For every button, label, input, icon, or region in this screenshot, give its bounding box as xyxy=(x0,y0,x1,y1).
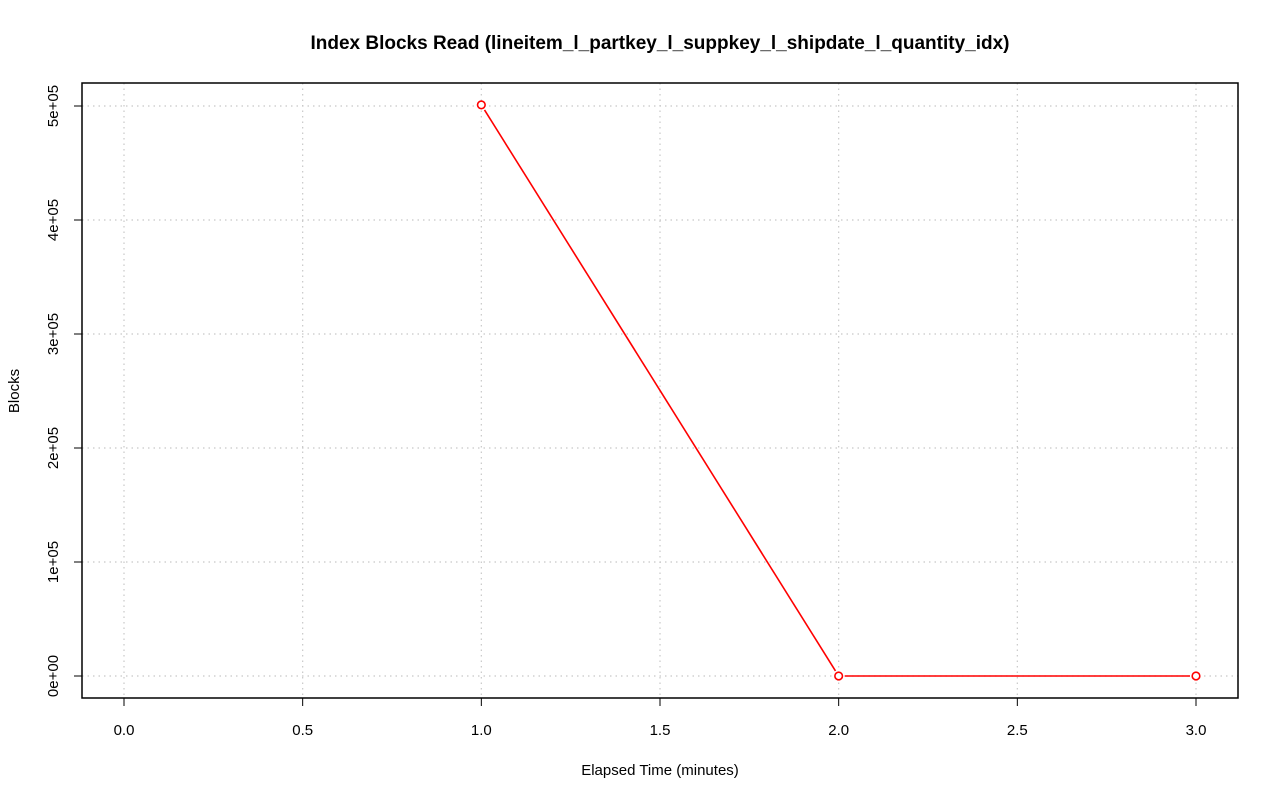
x-tick-label: 0.0 xyxy=(114,722,135,739)
x-axis: 0.0 0.5 1.0 1.5 2.0 2.5 3.0 xyxy=(114,697,1207,739)
y-axis-label: Blocks xyxy=(6,369,23,413)
x-tick-label: 2.5 xyxy=(1007,722,1028,739)
series-layer xyxy=(476,100,1201,681)
data-point xyxy=(834,671,844,681)
y-tick-label: 4e+05 xyxy=(45,199,62,241)
x-axis-label: Elapsed Time (minutes) xyxy=(581,762,739,779)
y-tick-label: 0e+00 xyxy=(45,655,62,697)
chart-title: Index Blocks Read (lineitem_l_partkey_l_… xyxy=(310,33,1009,54)
x-tick-label: 3.0 xyxy=(1186,722,1207,739)
y-tick-label: 2e+05 xyxy=(45,427,62,469)
data-point xyxy=(476,100,486,110)
x-tick-label: 1.5 xyxy=(650,722,671,739)
x-tick-label: 1.0 xyxy=(471,722,492,739)
y-axis: 0e+00 1e+05 2e+05 3e+05 4e+05 5e+05 xyxy=(45,85,83,697)
x-tick-label: 2.0 xyxy=(828,722,849,739)
data-point xyxy=(1191,671,1201,681)
y-tick-label: 1e+05 xyxy=(45,541,62,583)
y-tick-label: 5e+05 xyxy=(45,85,62,127)
x-tick-label: 0.5 xyxy=(292,722,313,739)
series-line-segment xyxy=(483,109,837,672)
y-tick-label: 3e+05 xyxy=(45,313,62,355)
